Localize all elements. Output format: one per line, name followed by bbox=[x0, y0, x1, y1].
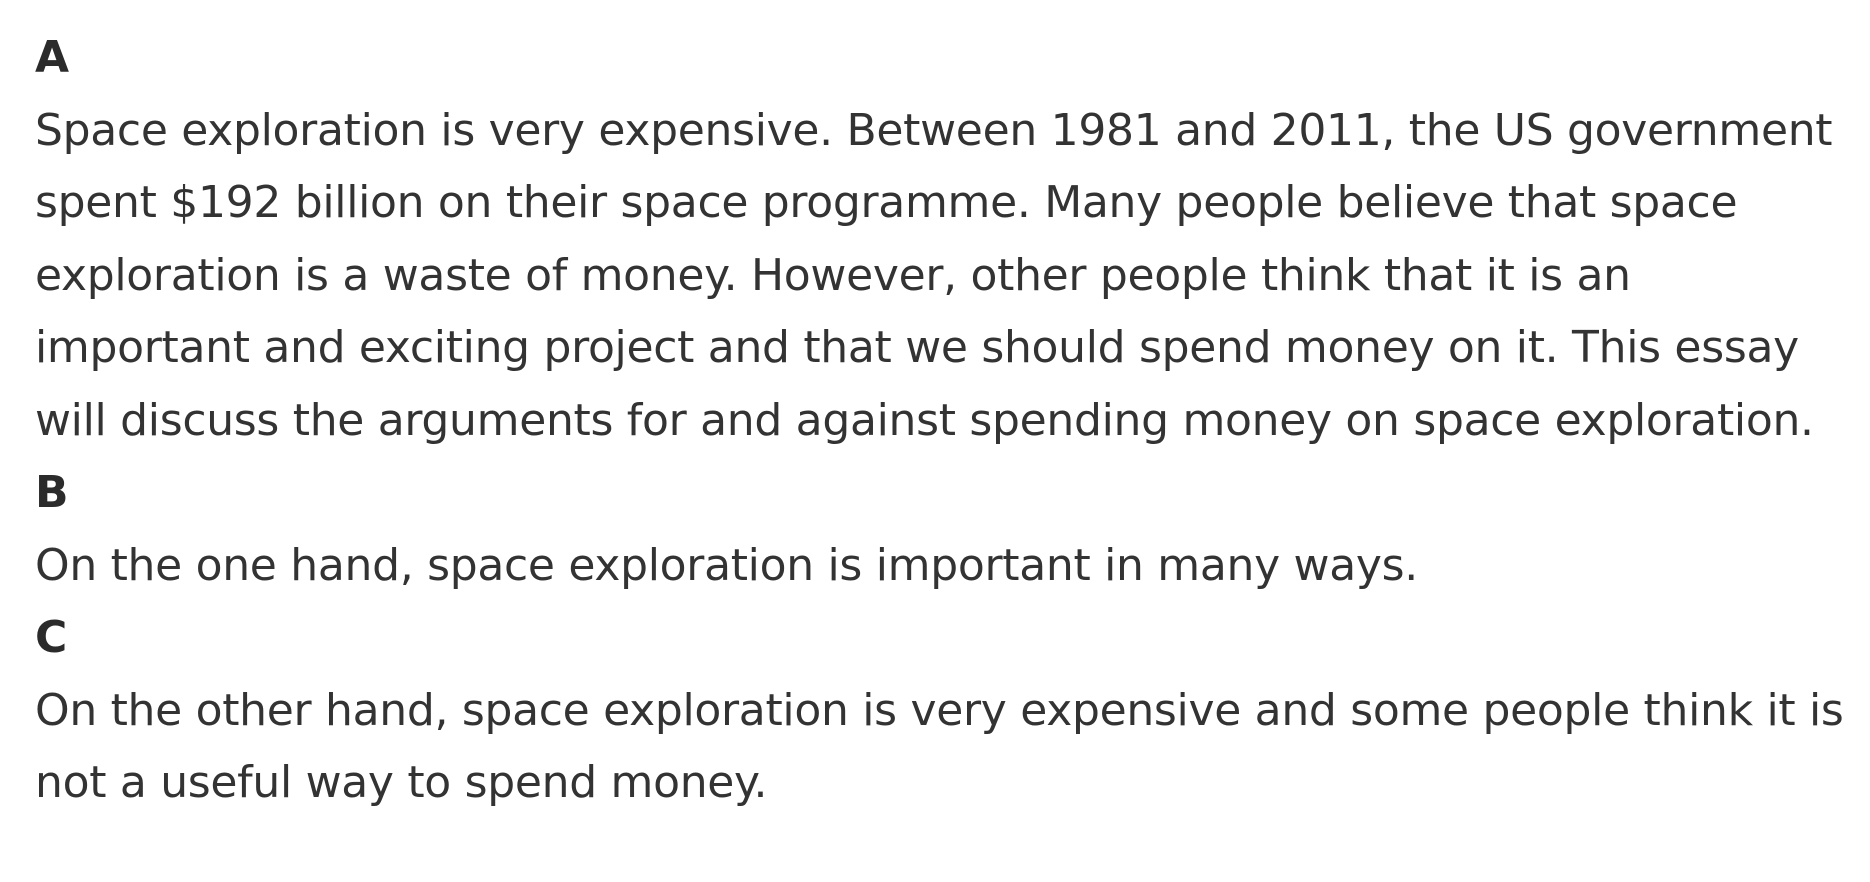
section-label: B bbox=[35, 467, 69, 518]
section-paragraph: On the one hand, space exploration is im… bbox=[35, 539, 1418, 591]
section-c: C On the other hand, space exploration i… bbox=[35, 602, 1855, 820]
essay-document: A Space exploration is very expensive. B… bbox=[35, 22, 1855, 820]
section-paragraph: Space exploration is very expensive. Bet… bbox=[35, 104, 1833, 446]
section-b: B On the one hand, space exploration is … bbox=[35, 457, 1855, 602]
section-a: A Space exploration is very expensive. B… bbox=[35, 22, 1855, 457]
section-paragraph: On the other hand, space exploration is … bbox=[35, 684, 1844, 809]
section-label: C bbox=[35, 612, 68, 663]
section-label: A bbox=[35, 32, 70, 83]
